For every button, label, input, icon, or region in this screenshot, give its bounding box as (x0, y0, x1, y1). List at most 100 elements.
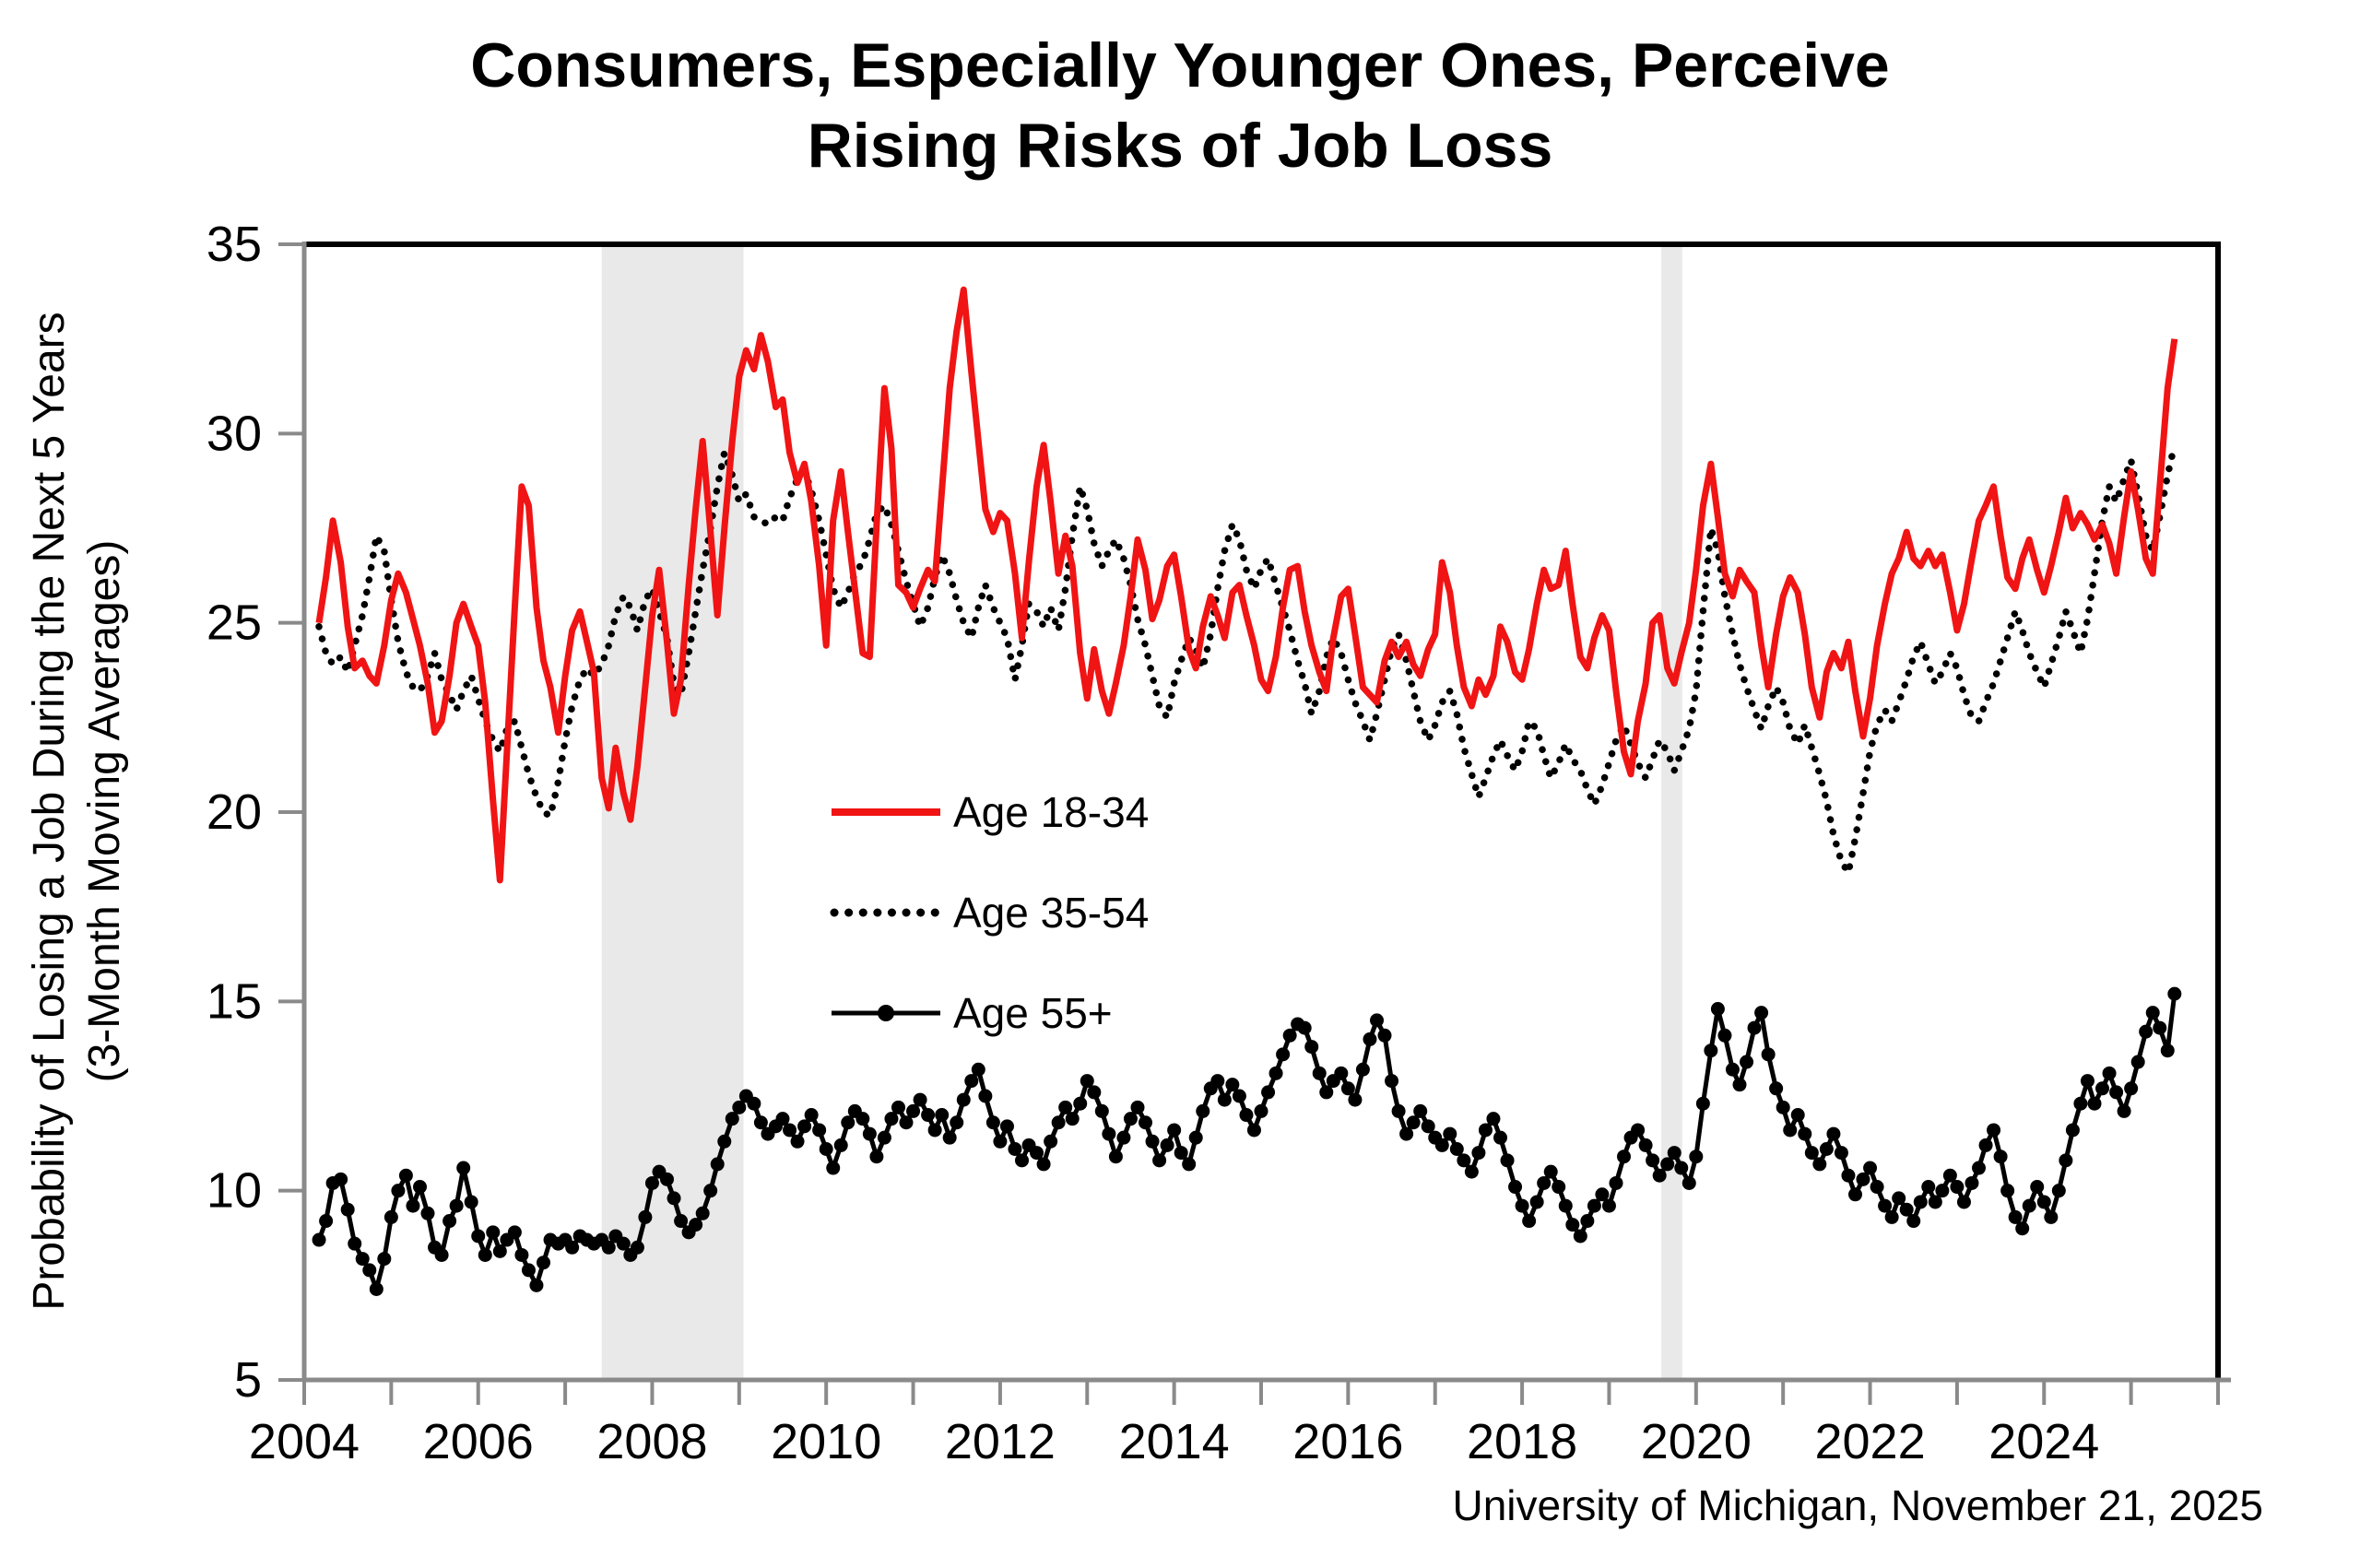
marker-dot-age-55 (456, 1161, 471, 1175)
marker-dot-age-55 (2022, 1198, 2036, 1213)
marker-dot-age-55 (1870, 1180, 1884, 1195)
marker-dot-age-55 (1254, 1103, 1268, 1118)
marker-dot-age-55 (1108, 1149, 1123, 1164)
marker-dot-age-55 (877, 1130, 891, 1145)
marker-dot-age-55 (833, 1138, 848, 1152)
marker-dot-age-55 (1725, 1062, 1740, 1077)
marker-dot-age-55 (1798, 1126, 1812, 1141)
marker-dot-age-55 (1689, 1149, 1704, 1164)
marker-dot-age-55 (1406, 1115, 1421, 1130)
marker-dot-age-55 (1449, 1141, 1464, 1156)
series-line-age-35-54 (315, 441, 2178, 877)
marker-dot-age-55 (1340, 1081, 1355, 1096)
legend-item-age-35-54: Age 35-54 (830, 889, 1150, 937)
marker-dot-age-55 (695, 1206, 710, 1220)
marker-dot-age-55 (1478, 1123, 1493, 1138)
marker-dot-age-55 (1145, 1134, 1160, 1149)
marker-dot-age-55 (906, 1103, 921, 1118)
marker-dot-age-55 (804, 1108, 819, 1123)
marker-dot-age-55 (2030, 1180, 2045, 1195)
marker-dot-age-55 (1682, 1175, 1696, 1190)
marker-dot-age-55 (1543, 1164, 1558, 1179)
marker-dot-age-55 (1674, 1161, 1689, 1175)
legend-label-age-18-34: Age 18-34 (953, 788, 1150, 836)
marker-dot-age-55 (1537, 1175, 1552, 1190)
marker-dot-age-55 (1130, 1100, 1145, 1114)
marker-dot-age-55 (644, 1175, 659, 1190)
marker-dot-age-55 (747, 1096, 761, 1111)
marker-dot-age-55 (856, 1112, 870, 1126)
marker-dot-age-55 (1740, 1055, 1754, 1069)
x-tick-label-2008: 2008 (596, 1414, 707, 1469)
marker-dot-age-55 (478, 1247, 492, 1262)
marker-dot-age-55 (862, 1126, 877, 1141)
marker-dot-age-55 (2124, 1081, 2139, 1096)
marker-dot-age-55 (1065, 1112, 1080, 1126)
marker-dot-age-55 (971, 1062, 985, 1077)
marker-dot-age-55 (1239, 1108, 1254, 1123)
marker-dot-age-55 (1695, 1096, 1710, 1111)
marker-dot-age-55 (2008, 1209, 2023, 1224)
marker-dot-age-55 (2051, 1184, 2066, 1198)
marker-dot-age-55 (1377, 1028, 1392, 1043)
marker-dot-age-55 (1987, 1123, 2001, 1138)
marker-dot-age-55 (1123, 1112, 1138, 1126)
x-tick-label-2014: 2014 (1119, 1414, 1230, 1469)
marker-dot-age-55 (1754, 1006, 1769, 1020)
marker-dot-age-55 (667, 1191, 681, 1206)
marker-dot-age-55 (1580, 1214, 1595, 1229)
legend-label-age-35-54: Age 35-54 (953, 889, 1150, 937)
marker-dot-age-55 (1413, 1103, 1428, 1118)
marker-dot-age-55 (1182, 1157, 1197, 1172)
marker-dot-age-55 (1087, 1085, 1102, 1100)
marker-dot-age-55 (319, 1214, 334, 1229)
marker-dot-age-55 (1704, 1043, 1718, 1058)
marker-dot-age-55 (1225, 1078, 1240, 1092)
marker-dot-age-55 (565, 1240, 580, 1255)
y-axis-title-line-1: Probability of Losing a Job During the N… (25, 312, 74, 1311)
marker-dot-age-55 (398, 1168, 413, 1183)
marker-dot-age-55 (775, 1112, 790, 1126)
marker-dot-age-55 (1370, 1013, 1385, 1028)
marker-dot-age-55 (1102, 1126, 1116, 1141)
y-tick-label-10: 10 (206, 1163, 262, 1219)
marker-dot-age-55 (2094, 1081, 2109, 1096)
marker-dot-age-55 (384, 1209, 398, 1224)
marker-dot-age-55 (2000, 1184, 2015, 1198)
marker-dot-age-55 (978, 1089, 993, 1103)
marker-dot-age-55 (1804, 1146, 1819, 1161)
marker-dot-age-55 (1232, 1089, 1246, 1103)
marker-dot-age-55 (1334, 1066, 1349, 1080)
marker-dot-age-55 (616, 1236, 631, 1251)
red-solid-line-icon (832, 808, 940, 816)
marker-dot-age-55 (1080, 1074, 1094, 1089)
x-tick-label-2018: 2018 (1467, 1414, 1577, 1469)
marker-dot-age-55 (1906, 1214, 1921, 1229)
marker-dot-age-55 (2059, 1153, 2073, 1168)
marker-dot-age-55 (1312, 1066, 1327, 1080)
marker-dot-age-55 (956, 1092, 971, 1107)
marker-dot-age-55 (507, 1225, 522, 1240)
y-tick-label-15: 15 (206, 973, 262, 1029)
marker-dot-age-55 (1500, 1153, 1515, 1168)
marker-dot-age-55 (1660, 1157, 1675, 1172)
marker-dot-age-55 (1565, 1218, 1580, 1232)
marker-dot-age-55 (1217, 1092, 1232, 1107)
marker-dot-age-55 (732, 1100, 747, 1114)
marker-dot-age-55 (1008, 1141, 1022, 1156)
marker-dot-age-55 (529, 1278, 544, 1292)
marker-dot-age-55 (1652, 1168, 1667, 1183)
marker-dot-age-55 (362, 1263, 377, 1278)
marker-dot-age-55 (2080, 1074, 2094, 1089)
marker-dot-age-55 (725, 1112, 739, 1126)
marker-dot-age-55 (1965, 1175, 1979, 1190)
marker-dot-age-55 (1609, 1175, 1623, 1190)
marker-dot-age-55 (1421, 1119, 1435, 1134)
series-line-age-18-34 (315, 286, 2178, 884)
marker-dot-age-55 (1348, 1092, 1363, 1107)
marker-dot-age-55 (674, 1214, 689, 1229)
marker-dot-age-55 (413, 1180, 428, 1195)
marker-dot-age-55 (1587, 1198, 1601, 1213)
marker-dot-age-55 (406, 1198, 420, 1213)
marker-dot-age-55 (471, 1229, 486, 1244)
